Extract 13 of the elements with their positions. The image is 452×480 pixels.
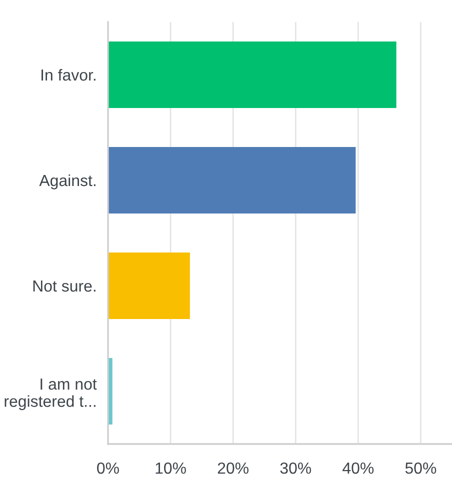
y-tick-label: Against. — [39, 174, 96, 190]
x-tick-label: 10% — [156, 462, 186, 474]
x-tick-label: 20% — [218, 462, 249, 474]
y-tick-label: I am not registered t... — [4, 378, 97, 410]
x-tick-label: 0% — [97, 462, 119, 474]
y-tick-label: Not sure. — [33, 280, 96, 292]
x-tick-label: 40% — [342, 462, 374, 474]
bar — [108, 252, 190, 319]
bar — [108, 42, 396, 108]
x-tick-label: 30% — [280, 462, 312, 474]
bar — [108, 147, 356, 214]
y-tick-label: In favor. — [42, 68, 96, 81]
x-tick-label: 50% — [405, 462, 436, 474]
